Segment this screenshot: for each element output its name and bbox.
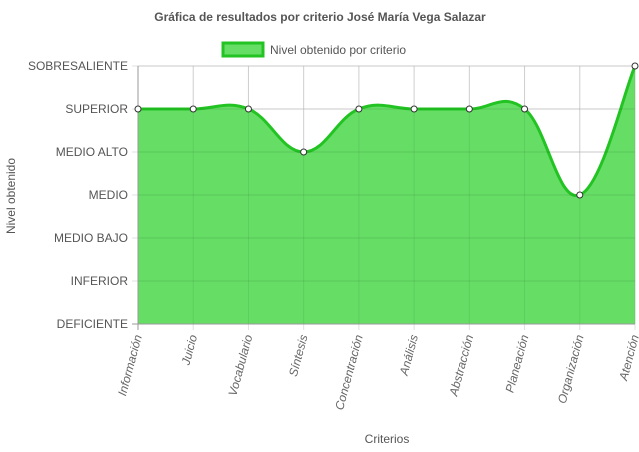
data-point[interactable] (631, 62, 639, 70)
data-point[interactable] (355, 105, 363, 113)
series-area (138, 66, 635, 324)
y-tick-label: MEDIO ALTO (56, 145, 128, 159)
data-point[interactable] (465, 105, 473, 113)
y-tick-label: INFERIOR (71, 274, 129, 288)
y-tick-labels: DEFICIENTE INFERIOR MEDIO BAJO MEDIO MEDIO A… (28, 59, 128, 331)
data-point[interactable] (300, 148, 308, 156)
legend[interactable]: Nivel obtenido por criterio (221, 41, 406, 58)
y-tick-label: MEDIO BAJO (54, 231, 128, 245)
data-point[interactable] (521, 105, 529, 113)
data-point[interactable] (134, 105, 142, 113)
data-point[interactable] (576, 191, 584, 199)
y-tick-label: DEFICIENTE (57, 317, 128, 331)
y-axis-title: Nivel obtenido (4, 158, 18, 234)
y-tick-label: SOBRESALIENTE (28, 59, 128, 73)
x-tick-label: Atención (616, 333, 639, 383)
x-tick-label: Planeación (503, 333, 532, 394)
x-tick-label: Síntesis (286, 333, 311, 378)
y-tick-label: MEDIO (89, 188, 128, 202)
x-tick-label: Juicio (178, 333, 200, 368)
legend-swatch (221, 41, 265, 58)
x-axis-title: Criterios (365, 432, 410, 446)
series-line (138, 65, 637, 197)
legend-label: Nivel obtenido por criterio (270, 43, 406, 57)
x-tick-label: Abstracción (446, 333, 476, 398)
x-tick-label: Análisis (397, 333, 421, 378)
data-point[interactable] (189, 105, 197, 113)
data-points[interactable] (134, 62, 639, 199)
x-tick-labels: Información Juicio Vocabulario Síntesis Conc… (115, 333, 639, 412)
x-tick-label: Información (115, 333, 145, 397)
x-tick-label: Concentración (332, 333, 366, 412)
y-tick-label: SUPERIOR (65, 102, 128, 116)
data-point[interactable] (410, 105, 418, 113)
data-point[interactable] (244, 105, 252, 113)
x-tick-label: Vocabulario (226, 333, 256, 398)
x-tick-label: Organización (555, 333, 587, 405)
chart-title: Gráfica de resultados por criterio José … (154, 10, 486, 24)
data-area (137, 65, 637, 325)
